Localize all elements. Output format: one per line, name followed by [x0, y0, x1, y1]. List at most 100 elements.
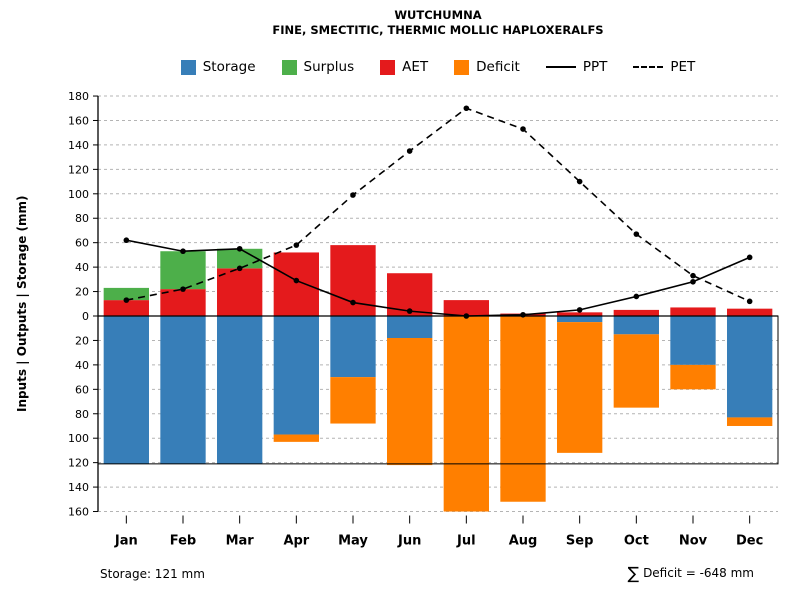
y-tick-label: 60	[75, 237, 89, 250]
y-tick-label: 140	[68, 139, 89, 152]
line-ppt	[126, 239, 750, 317]
x-tick-label-jan: Jan	[114, 534, 138, 549]
y-tick-label: 160	[68, 506, 89, 519]
legend-item-aet: AET	[380, 59, 428, 75]
legend-label-surplus: Surplus	[303, 59, 355, 75]
surplus-swatch	[281, 59, 297, 75]
legend-item-pet: PET	[633, 59, 695, 75]
bar-aet-mar	[217, 268, 263, 316]
point-ppt-dec	[746, 254, 753, 261]
storage-swatch	[180, 59, 196, 75]
chart-title: WUTCHUMNA	[394, 8, 482, 22]
y-tick-label: 180	[68, 90, 89, 103]
bar-deficit-sep	[557, 322, 603, 453]
deficit-sum-text: Deficit = -648 mm	[643, 566, 754, 580]
x-tick-label-dec: Dec	[736, 534, 763, 549]
x-tick-label-oct: Oct	[624, 534, 649, 549]
point-ppt-oct	[633, 293, 640, 300]
point-pet-may	[350, 192, 356, 198]
bar-aet-sep	[557, 312, 603, 316]
bar-deficit-jun	[387, 337, 433, 466]
bar-storage-dec	[727, 316, 773, 418]
storage-note: Storage: 121 mm	[100, 567, 205, 581]
y-tick-label: 0	[82, 310, 89, 323]
legend-label-pet: PET	[670, 59, 696, 75]
bar-deficit-oct	[613, 334, 659, 408]
point-ppt-aug	[520, 311, 526, 318]
deficit-sum-note: ∑ Deficit = -648 mm	[628, 564, 754, 584]
legend-item-ppt: PPT	[545, 59, 608, 75]
legend-item-surplus: Surplus	[281, 59, 355, 75]
point-pet-apr	[293, 242, 300, 248]
point-pet-mar	[236, 265, 243, 272]
x-tick-label-jul: Jul	[456, 534, 476, 549]
y-tick-label: 140	[68, 481, 89, 494]
point-ppt-sep	[576, 307, 583, 313]
point-pet-jun	[406, 148, 413, 154]
y-tick-label: 80	[75, 408, 89, 421]
legend-label-deficit: Deficit	[476, 59, 520, 75]
y-tick-label: 160	[68, 114, 89, 127]
x-tick-label-may: May	[338, 534, 368, 549]
bar-aet-oct	[613, 309, 659, 316]
bar-aet-jan	[103, 300, 149, 316]
legend: Storage Surplus AET Deficit PPT PET	[98, 59, 778, 75]
y-tick-label: 120	[68, 163, 89, 176]
deficit-swatch	[454, 59, 470, 75]
bar-storage-nov	[670, 316, 716, 365]
bar-aet-jul	[443, 300, 489, 316]
bar-aet-apr	[273, 252, 319, 316]
legend-item-deficit: Deficit	[454, 59, 520, 75]
bar-aet-dec	[727, 308, 773, 316]
point-pet-oct	[633, 231, 640, 237]
chart-title-block: WUTCHUMNA FINE, SMECTITIC, THERMIC MOLLI…	[98, 8, 778, 38]
y-tick-label: 40	[75, 261, 89, 274]
y-tick-label: 80	[75, 212, 89, 225]
x-tick-label-sep: Sep	[566, 534, 594, 549]
y-tick-label: 20	[75, 334, 89, 347]
bar-deficit-dec	[727, 417, 773, 426]
point-pet-feb	[180, 286, 186, 292]
legend-label-aet: AET	[402, 59, 429, 75]
legend-label-ppt: PPT	[582, 59, 608, 75]
bar-aet-feb	[160, 289, 206, 316]
x-tick-label-mar: Mar	[226, 534, 255, 549]
point-pet-nov	[690, 272, 696, 279]
legend-item-storage: Storage	[180, 59, 256, 75]
bar-storage-jun	[387, 316, 433, 338]
x-tick-label-aug: Aug	[509, 534, 538, 549]
pet-line-sample	[633, 66, 664, 68]
point-ppt-jan	[123, 237, 130, 244]
y-tick-label: 120	[68, 457, 89, 470]
bar-storage-may	[330, 316, 376, 378]
point-ppt-nov	[690, 278, 696, 285]
bar-deficit-apr	[273, 434, 319, 442]
y-tick-label: 40	[75, 359, 89, 372]
bar-deficit-jul	[443, 316, 489, 512]
bar-surplus-mar	[217, 248, 263, 269]
chart-subtitle: FINE, SMECTITIC, THERMIC MOLLIC HAPLOXER…	[272, 23, 604, 37]
bar-storage-feb	[160, 316, 206, 464]
point-pet-aug	[520, 126, 526, 132]
point-pet-sep	[576, 178, 583, 185]
bar-storage-apr	[273, 316, 319, 435]
bar-deficit-nov	[670, 364, 716, 390]
bar-storage-sep	[557, 316, 603, 323]
point-pet-jan	[123, 297, 130, 303]
bar-deficit-aug	[500, 316, 546, 502]
y-axis-title: Inputs | Outputs | Storage (mm)	[15, 196, 29, 413]
y-tick-label: 20	[75, 286, 89, 299]
sigma-symbol: ∑	[627, 564, 640, 584]
x-tick-label-nov: Nov	[679, 534, 708, 549]
point-ppt-apr	[293, 277, 300, 284]
point-pet-jul	[463, 105, 470, 112]
line-pet	[126, 107, 750, 303]
bar-surplus-jan	[103, 287, 149, 301]
point-ppt-may	[350, 299, 356, 306]
legend-label-storage: Storage	[202, 59, 256, 75]
bar-storage-oct	[613, 316, 659, 335]
bar-storage-mar	[217, 316, 263, 464]
aet-swatch	[380, 59, 396, 75]
point-ppt-jul	[463, 313, 470, 319]
